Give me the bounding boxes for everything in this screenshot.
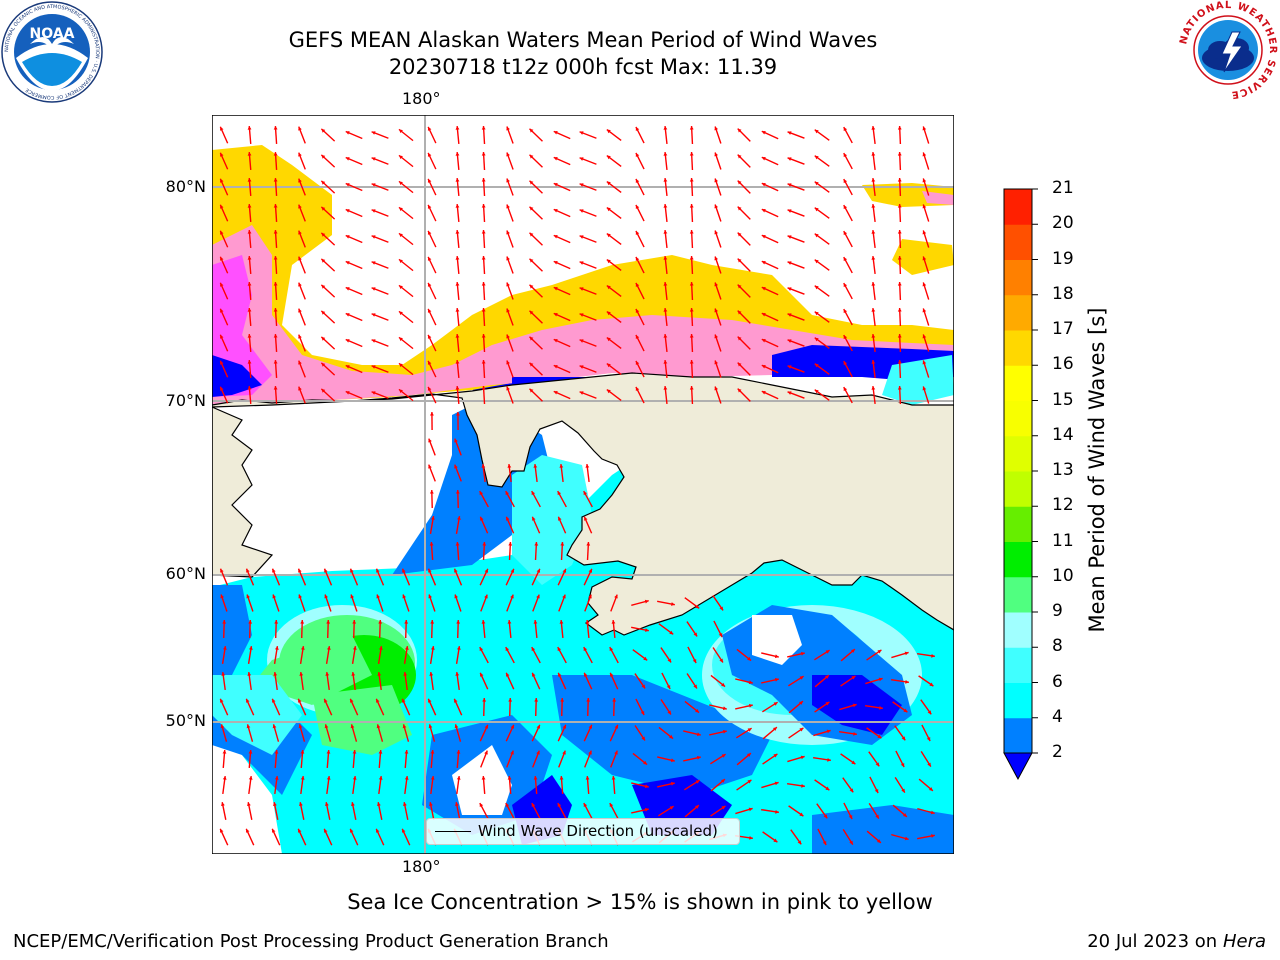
footer-credit: NCEP/EMC/Verification Post Processing Pr… bbox=[13, 931, 609, 952]
colorbar-segment bbox=[1004, 224, 1032, 260]
colorbar-segment bbox=[1004, 541, 1032, 578]
land-masses bbox=[212, 372, 954, 636]
colorbar-tick-label: 12 bbox=[1052, 495, 1074, 516]
sea-ice-note: Sea Ice Concentration > 15% is shown in … bbox=[347, 890, 933, 914]
colorbar-tick-label: 4 bbox=[1052, 706, 1063, 727]
colorbar-under-extension bbox=[1003, 752, 1033, 781]
colorbar-segment bbox=[1004, 435, 1032, 472]
colorbar-tick-label: 11 bbox=[1052, 530, 1074, 551]
colorbar-segment bbox=[1004, 717, 1032, 754]
colorbar-tick-label: 19 bbox=[1052, 248, 1074, 269]
footer-machine: Hera bbox=[1222, 931, 1266, 952]
colorbar-tick-label: 9 bbox=[1052, 601, 1063, 621]
colorbar-tick-label: 10 bbox=[1052, 565, 1074, 586]
colorbar-segment bbox=[1004, 471, 1032, 507]
colorbar-tick-label: 2 bbox=[1052, 742, 1063, 762]
colorbar-tick-label: 8 bbox=[1052, 636, 1063, 657]
chart-title: GEFS MEAN Alaskan Waters Mean Period of … bbox=[288, 28, 878, 52]
lon-label-bottom: 180° bbox=[402, 857, 441, 876]
colorbar-title: Mean Period of Wind Waves [s] bbox=[1085, 307, 1109, 633]
footer-date: 20 Jul 2023 on Hera bbox=[1087, 931, 1266, 952]
colorbar-segment bbox=[1004, 647, 1032, 683]
graticule bbox=[212, 115, 954, 854]
map-legend: Wind Wave Direction (unscaled) bbox=[426, 818, 740, 845]
colorbar-segment bbox=[1004, 365, 1032, 401]
lightning-icon bbox=[1221, 31, 1243, 73]
legend-label: Wind Wave Direction (unscaled) bbox=[478, 822, 718, 840]
colorbar-tick-label: 20 bbox=[1052, 213, 1074, 234]
lat-label-60n: 60°N bbox=[165, 564, 206, 583]
nws-logo: NATIONAL WEATHER SERVICE bbox=[1178, 0, 1277, 100]
colorbar bbox=[1003, 188, 1038, 781]
colorbar-tick-label: 14 bbox=[1052, 424, 1074, 445]
colorbar-segment bbox=[1004, 330, 1032, 366]
map-plot bbox=[212, 115, 954, 854]
colorbar-segment bbox=[1004, 612, 1032, 648]
colorbar-segment bbox=[1004, 189, 1032, 225]
lat-label-50n: 50°N bbox=[165, 711, 206, 730]
lat-label-80n: 80°N bbox=[165, 177, 206, 196]
noaa-logo-text: NOAA bbox=[30, 26, 75, 42]
colorbar-segment bbox=[1004, 400, 1032, 437]
colorbar-tick-label: 6 bbox=[1052, 671, 1063, 692]
colorbar-tick-label: 18 bbox=[1052, 283, 1074, 304]
noaa-seagull-icon bbox=[30, 37, 74, 50]
colorbar-segment bbox=[1004, 682, 1032, 719]
legend-line-sample bbox=[435, 831, 471, 832]
colorbar-segment bbox=[1004, 506, 1032, 542]
lon-label-top: 180° bbox=[402, 89, 441, 108]
lat-label-70n: 70°N bbox=[165, 391, 206, 410]
colorbar-tick-label: 15 bbox=[1052, 389, 1074, 410]
colorbar-tick-label: 21 bbox=[1052, 178, 1074, 198]
chart-subtitle: 20230718 t12z 000h fcst Max: 11.39 bbox=[388, 55, 778, 79]
colorbar-segment bbox=[1004, 294, 1032, 331]
colorbar-segment bbox=[1004, 259, 1032, 296]
noaa-logo: NOAA NATIONAL OCEANIC AND ATMOSPHERIC AD… bbox=[1, 1, 103, 103]
footer-date-text: 20 Jul 2023 on bbox=[1087, 931, 1223, 952]
colorbar-tick-label: 16 bbox=[1052, 354, 1074, 375]
colorbar-segment bbox=[1004, 576, 1032, 613]
colorbar-tick-label: 13 bbox=[1052, 460, 1074, 480]
colorbar-tick-label: 17 bbox=[1052, 319, 1074, 339]
